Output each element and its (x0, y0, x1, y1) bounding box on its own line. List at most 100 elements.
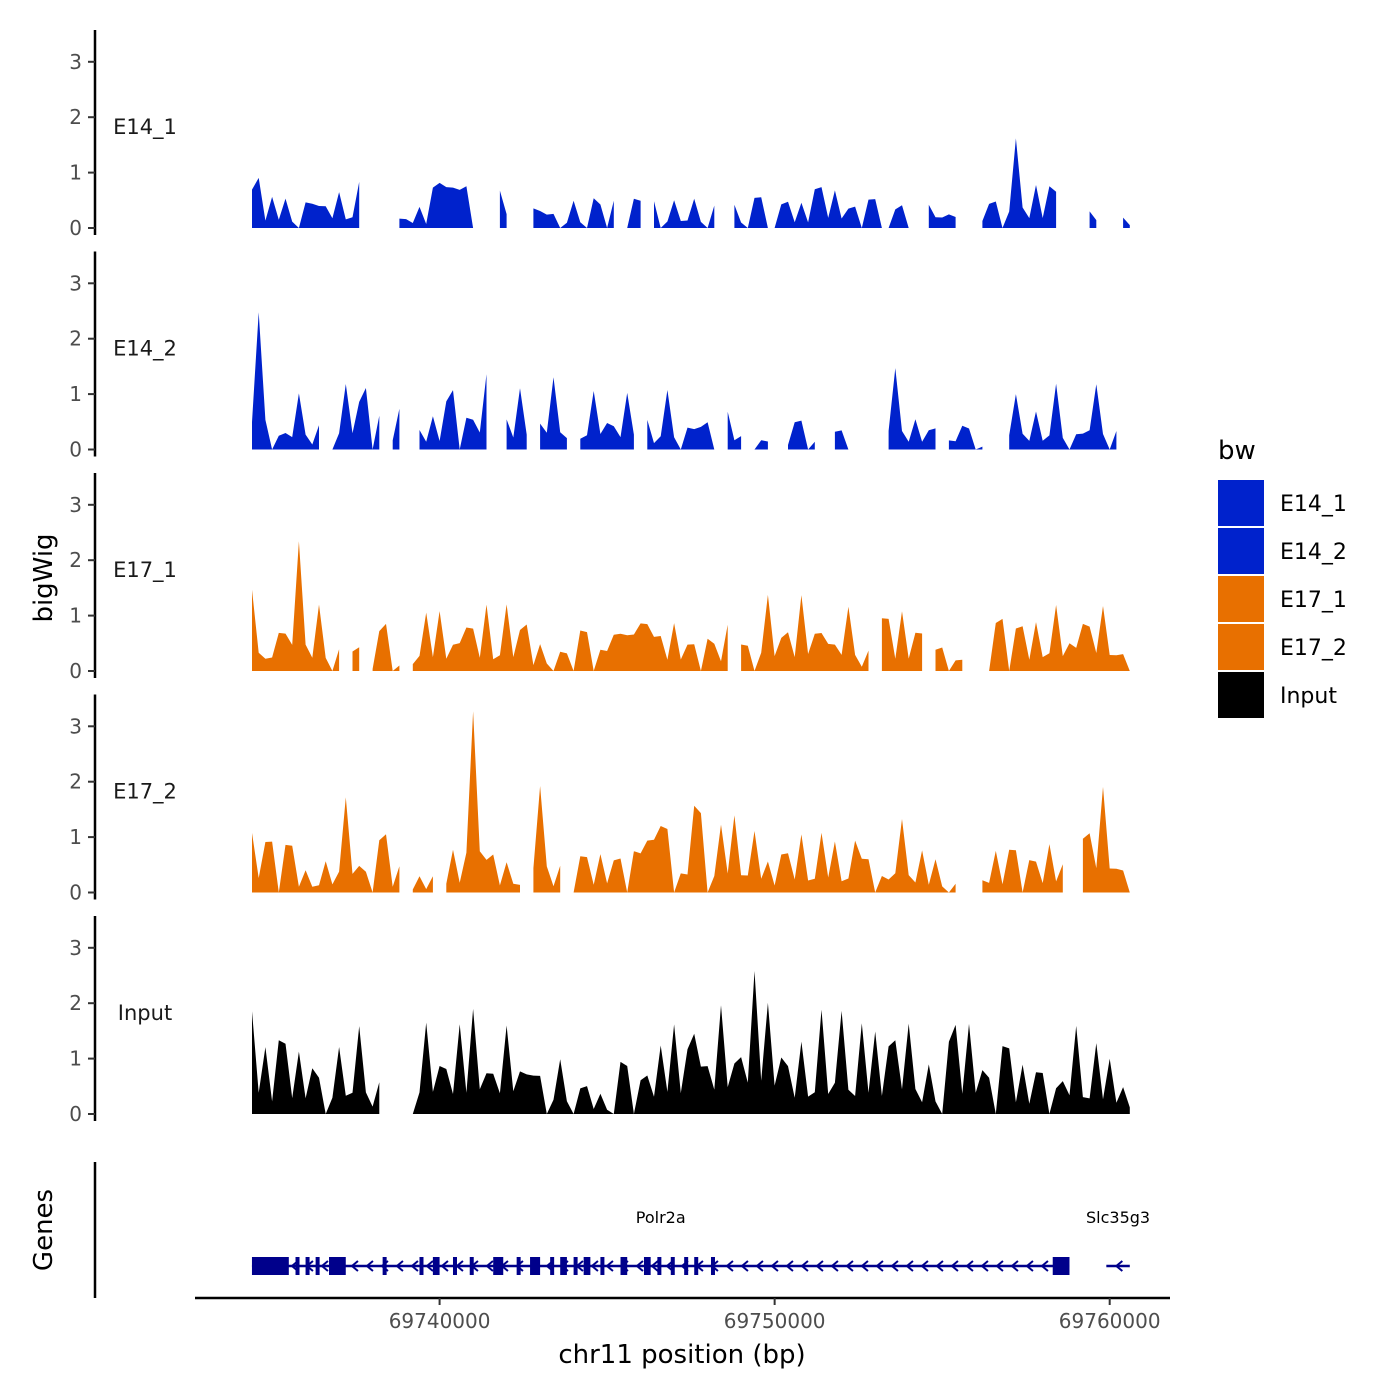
y-tick-label-Input-2: 2 (69, 991, 82, 1015)
x-tick-label-69740000: 69740000 (389, 1309, 491, 1333)
exon-Polr2a (432, 1257, 440, 1275)
strand-arrow (320, 1260, 329, 1272)
strand-arrow (350, 1260, 359, 1272)
exon-Polr2a (550, 1257, 555, 1275)
strand-arrow (650, 1260, 659, 1272)
strand-arrow (635, 1260, 644, 1272)
x-axis-title: chr11 position (bp) (558, 1340, 805, 1370)
exon-Polr2a (452, 1257, 457, 1275)
legend-label-E17_1: E17_1 (1280, 588, 1347, 613)
strand-arrow (935, 1260, 944, 1272)
strand-arrow (1025, 1260, 1034, 1272)
y-tick-label-E14_2-0: 0 (69, 438, 82, 462)
legend: bw E14_1 E14_2 E17_1 E17_2 Input (1218, 436, 1347, 718)
gene-Polr2a: Polr2a (251, 1208, 1070, 1275)
exon-Polr2a (600, 1257, 605, 1275)
legend-swatch-E14_2 (1218, 528, 1264, 574)
strand-arrow (875, 1260, 884, 1272)
strand-arrow (830, 1260, 839, 1272)
track-label-E17_1: E17_1 (113, 558, 177, 583)
strand-arrow (440, 1260, 449, 1272)
legend-label-E14_2: E14_2 (1280, 540, 1347, 565)
coverage-area-Input (252, 971, 1130, 1114)
strand-arrow (425, 1260, 434, 1272)
track-E17_2: 0 1 2 3 E17_2 (69, 694, 1130, 905)
y-tick-label-Input-0: 0 (69, 1102, 82, 1126)
track-label-E14_2: E14_2 (113, 336, 177, 361)
y-axis-title: bigWig (29, 533, 59, 622)
strand-arrow (815, 1260, 824, 1272)
exon-Polr2a (657, 1257, 662, 1275)
legend-label-Input: Input (1280, 684, 1337, 709)
exon-Polr2a (694, 1257, 699, 1275)
strand-arrow (395, 1260, 404, 1272)
y-tick-label-Input-1: 1 (69, 1047, 82, 1071)
y-tick-label-E17_1-1: 1 (69, 604, 82, 628)
y-tick-label-E17_2-2: 2 (69, 770, 82, 794)
track-E14_2: 0 1 2 3 E14_2 (69, 251, 1117, 462)
exon-Polr2a (305, 1257, 310, 1275)
legend-swatch-E17_2 (1218, 624, 1264, 670)
exon-Polr2a (710, 1257, 715, 1275)
strand-arrow (890, 1260, 899, 1272)
strand-arrow (785, 1260, 794, 1272)
exon-Polr2a (295, 1257, 300, 1275)
strand-arrow (860, 1260, 869, 1272)
legend-swatch-E14_1 (1218, 480, 1264, 526)
strand-arrow (725, 1260, 734, 1272)
exon-Polr2a (382, 1257, 387, 1275)
exon-Polr2a (493, 1257, 504, 1275)
track-label-E17_2: E17_2 (113, 779, 177, 804)
y-tick-label-E14_1-0: 0 (69, 216, 82, 240)
exon-Polr2a (560, 1257, 567, 1275)
track-E17_1: 0 1 2 3 E17_1 (69, 473, 1130, 683)
exon-Polr2a (670, 1257, 675, 1275)
coverage-area-E14_2 (252, 312, 1117, 450)
exon-Polr2a (419, 1257, 424, 1275)
y-tick-label-E17_1-2: 2 (69, 548, 82, 572)
track-E14_1: 0 1 2 3 E14_1 (69, 30, 1130, 240)
strand-arrow (590, 1260, 599, 1272)
strand-arrow (845, 1260, 854, 1272)
exon-Polr2a (329, 1257, 346, 1275)
strand-arrow (605, 1260, 614, 1272)
exon-Polr2a (573, 1257, 578, 1275)
strand-arrow (740, 1260, 749, 1272)
coverage-tracks: 0 1 2 3 E14_1 0 1 2 3 E14_2 0 1 2 3 E17_1 0 1 2 3 E17_2 0 1 2 3… (69, 30, 1130, 1126)
legend-swatch-E17_1 (1218, 576, 1264, 622)
coverage-area-E17_2 (252, 711, 1130, 893)
strand-arrow (920, 1260, 929, 1272)
strand-arrow (1114, 1260, 1123, 1272)
y-tick-label-Input-3: 3 (69, 936, 82, 960)
strand-arrow (365, 1260, 374, 1272)
gene-label-Slc35g3: Slc35g3 (1086, 1208, 1150, 1227)
exon-Polr2a (469, 1257, 474, 1275)
coverage-area-E14_1 (252, 138, 1130, 228)
gene-Slc35g3: Slc35g3 (1086, 1208, 1150, 1272)
exon-Polr2a (251, 1257, 289, 1275)
track-label-E14_1: E14_1 (113, 115, 177, 140)
y-tick-label-E14_2-3: 3 (69, 271, 82, 295)
strand-arrow (800, 1260, 809, 1272)
gene-label-Polr2a: Polr2a (636, 1208, 686, 1227)
y-tick-label-E14_1-2: 2 (69, 105, 82, 129)
legend-title: bw (1218, 436, 1256, 466)
strand-arrow (965, 1260, 974, 1272)
y-tick-label-E17_2-1: 1 (69, 825, 82, 849)
exon-Polr2a (684, 1257, 689, 1275)
legend-swatch-Input (1218, 672, 1264, 718)
legend-label-E14_1: E14_1 (1280, 492, 1347, 517)
strand-arrow (905, 1260, 914, 1272)
exon-Polr2a (583, 1257, 591, 1275)
x-tick-label-69750000: 69750000 (724, 1309, 826, 1333)
strand-arrow (410, 1260, 419, 1272)
exon-Polr2a (530, 1257, 541, 1275)
track-Input: 0 1 2 3 Input (69, 916, 1130, 1126)
exon-Polr2a (1052, 1257, 1070, 1275)
y-tick-label-E14_2-1: 1 (69, 382, 82, 406)
coverage-area-E17_1 (252, 541, 1130, 671)
x-tick-label-69760000: 69760000 (1059, 1309, 1161, 1333)
gene-annotation-track: Genes Polr2a Slc35g3 (29, 1162, 1150, 1298)
strand-arrow (1040, 1260, 1049, 1272)
